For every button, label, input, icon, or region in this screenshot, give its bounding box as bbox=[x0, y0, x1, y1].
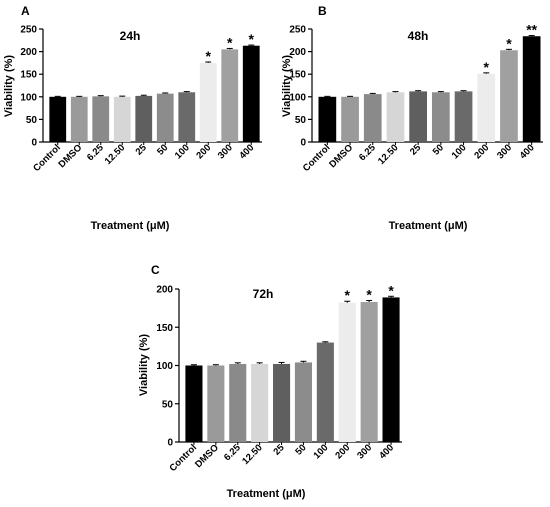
significance-marker: * bbox=[227, 34, 233, 50]
bar bbox=[273, 363, 291, 442]
y-tick-label: 0 bbox=[167, 438, 173, 449]
significance-marker: * bbox=[388, 282, 394, 298]
bar bbox=[199, 62, 217, 142]
y-tick-label: 100 bbox=[156, 361, 173, 372]
bar bbox=[363, 94, 382, 142]
bar bbox=[338, 302, 356, 442]
x-tick-label: 25 bbox=[271, 442, 287, 458]
significance-marker: ** bbox=[526, 22, 537, 38]
y-tick-label: 200 bbox=[289, 47, 306, 58]
x-tick-label: DMSO bbox=[193, 442, 221, 470]
bar bbox=[207, 365, 225, 442]
significance-marker: * bbox=[484, 59, 490, 75]
significance-marker: * bbox=[506, 35, 512, 51]
x-tick-label: 400 bbox=[518, 142, 537, 161]
x-tick-label: DMSO bbox=[56, 142, 84, 170]
significance-marker: * bbox=[345, 287, 351, 303]
bar bbox=[135, 95, 153, 142]
significance-marker: * bbox=[366, 286, 372, 302]
y-tick-label: 150 bbox=[20, 70, 37, 81]
bar bbox=[500, 50, 518, 142]
panel-title: 48h bbox=[408, 29, 429, 43]
x-axis-label: Treatment (μM) bbox=[227, 488, 306, 500]
bar bbox=[70, 96, 88, 142]
x-tick-label: 100 bbox=[450, 142, 469, 161]
bar bbox=[454, 91, 473, 142]
significance-marker: * bbox=[206, 48, 212, 64]
bar bbox=[221, 49, 239, 143]
y-tick-label: 250 bbox=[20, 25, 37, 36]
y-tick-label: 250 bbox=[289, 25, 306, 36]
y-tick-label: 0 bbox=[300, 138, 306, 149]
x-tick-label: 6.25 bbox=[357, 142, 378, 163]
x-tick-label: 400 bbox=[377, 442, 396, 461]
bar bbox=[522, 36, 541, 143]
x-tick-label: 12.50 bbox=[240, 442, 265, 467]
x-tick-label: 25 bbox=[408, 142, 424, 158]
bar bbox=[386, 92, 405, 142]
y-tick-label: 200 bbox=[156, 285, 173, 296]
y-tick-label: 50 bbox=[26, 115, 38, 126]
y-axis-label: Viability (%) bbox=[138, 334, 150, 396]
bar bbox=[178, 92, 196, 142]
bar bbox=[316, 342, 334, 442]
x-tick-label: 100 bbox=[311, 442, 330, 461]
x-axis-label: Treatment (μM) bbox=[389, 220, 468, 232]
panel-title: 72h bbox=[253, 287, 274, 301]
bar bbox=[341, 96, 359, 142]
bar bbox=[251, 363, 269, 442]
x-tick-label: 200 bbox=[194, 142, 213, 161]
bar bbox=[113, 96, 131, 142]
x-tick-label: 300 bbox=[495, 142, 514, 161]
bar bbox=[409, 91, 428, 142]
x-tick-label: 200 bbox=[472, 142, 491, 161]
bar bbox=[360, 302, 378, 442]
bar bbox=[49, 96, 67, 142]
y-axis-label: Viability (%) bbox=[3, 55, 15, 117]
x-tick-label: 400 bbox=[237, 142, 256, 161]
panel-letter: B bbox=[318, 4, 327, 18]
y-tick-label: 100 bbox=[289, 92, 306, 103]
bar bbox=[229, 363, 247, 442]
y-tick-label: 50 bbox=[295, 115, 307, 126]
y-tick-label: 100 bbox=[20, 92, 37, 103]
x-tick-label: 100 bbox=[173, 142, 192, 161]
y-tick-label: 50 bbox=[162, 399, 174, 410]
bar bbox=[156, 93, 174, 142]
y-tick-label: 150 bbox=[289, 70, 306, 81]
bar bbox=[382, 297, 400, 442]
x-tick-label: 200 bbox=[333, 442, 352, 461]
x-tick-label: 25 bbox=[134, 142, 150, 158]
x-tick-label: 50 bbox=[431, 142, 446, 157]
bar bbox=[92, 96, 110, 142]
x-tick-label: 50 bbox=[293, 442, 308, 457]
bar bbox=[294, 362, 312, 442]
y-tick-label: 150 bbox=[156, 323, 173, 334]
y-tick-label: 0 bbox=[31, 138, 37, 149]
bar bbox=[242, 45, 260, 142]
x-tick-label: 300 bbox=[355, 442, 374, 461]
panel-letter: C bbox=[151, 263, 160, 277]
x-axis-label: Treatment (μM) bbox=[91, 220, 170, 232]
panel-letter: A bbox=[21, 4, 30, 18]
y-axis-label: Viability (%) bbox=[281, 55, 293, 117]
bar bbox=[318, 96, 337, 142]
x-tick-label: 300 bbox=[216, 142, 235, 161]
x-tick-label: DMSO bbox=[327, 142, 355, 170]
significance-marker: * bbox=[249, 31, 255, 47]
bar bbox=[477, 73, 496, 142]
x-tick-label: 12.50 bbox=[376, 142, 401, 167]
x-tick-label: 50 bbox=[155, 142, 170, 157]
panel-title: 24h bbox=[120, 29, 141, 43]
x-tick-label: 12.50 bbox=[103, 142, 128, 167]
bar bbox=[185, 365, 203, 442]
y-tick-label: 200 bbox=[20, 47, 37, 58]
bar bbox=[431, 92, 450, 142]
